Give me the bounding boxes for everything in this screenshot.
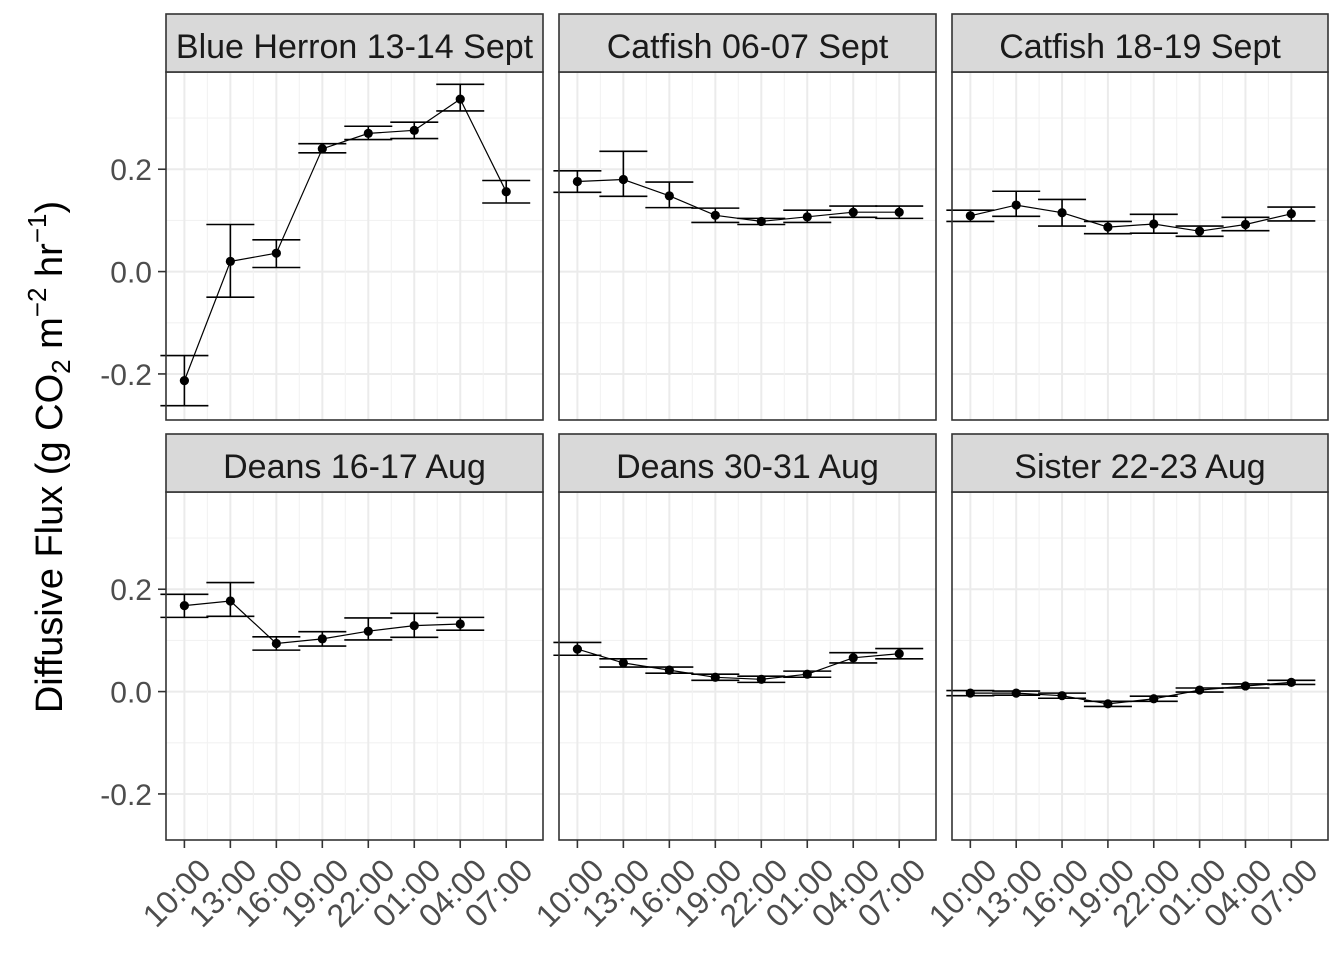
data-point: [455, 94, 465, 104]
y-tick-label: 0.0: [110, 677, 152, 710]
panel-background: [559, 72, 936, 420]
data-point: [1149, 219, 1159, 229]
data-point: [848, 207, 858, 217]
data-point: [317, 634, 327, 644]
data-point: [179, 375, 189, 386]
data-point: [1103, 699, 1113, 709]
data-point: [894, 207, 904, 217]
data-point: [271, 248, 281, 258]
panel-background: [952, 72, 1328, 420]
panel-background: [166, 492, 543, 840]
facet-strip-title: Catfish 06-07 Sept: [607, 28, 889, 66]
series-line: [970, 204, 1292, 232]
data-point: [618, 174, 628, 185]
y-tick-label: 0.0: [110, 257, 152, 290]
facet-strip-title: Deans 30-31 Aug: [616, 448, 879, 486]
facet-strip: [165, 13, 544, 73]
data-point: [1011, 200, 1021, 210]
y-axis-title: Diffusive Flux (g CO2 m−2 hr−1): [22, 201, 76, 713]
data-point: [179, 601, 189, 611]
data-point: [1240, 681, 1251, 691]
y-axis-title-post: ): [29, 201, 71, 214]
y-axis-title-sup2: −1: [22, 214, 52, 244]
panel-background: [952, 492, 1328, 840]
y-tick-label: -0.2: [100, 779, 152, 812]
data-point: [894, 649, 904, 659]
data-point: [1195, 685, 1205, 695]
y-axis-title-sub: 2: [46, 359, 76, 373]
data-point: [618, 658, 628, 668]
data-point: [756, 216, 766, 227]
data-point: [848, 653, 858, 663]
facet-strip-title: Deans 16-17 Aug: [223, 448, 486, 486]
data-point: [271, 638, 281, 649]
data-point: [664, 665, 674, 675]
data-point: [710, 210, 720, 220]
facet-strip: [558, 13, 937, 73]
panel-background: [166, 72, 543, 420]
y-axis-title-pre: Diffusive Flux (g CO: [29, 374, 71, 713]
data-point: [1011, 688, 1021, 698]
data-point: [409, 620, 419, 631]
y-tick-label: -0.2: [100, 359, 152, 392]
facet-strip-title: Blue Herron 13-14 Sept: [176, 28, 534, 66]
data-point: [664, 191, 674, 201]
data-point: [1057, 208, 1067, 218]
data-point: [1057, 691, 1067, 701]
data-point: [1240, 219, 1251, 230]
data-point: [317, 144, 327, 154]
facet-strip: [951, 13, 1329, 73]
data-point: [225, 596, 235, 606]
data-point: [409, 125, 419, 135]
data-point: [802, 669, 812, 679]
facet-strip-title: Catfish 18-19 Sept: [999, 28, 1281, 66]
data-point: [1103, 222, 1113, 232]
data-point: [710, 672, 720, 682]
facet-strip-title: Sister 22-23 Aug: [1014, 448, 1265, 486]
data-point: [225, 256, 235, 266]
series-line: [577, 648, 900, 680]
data-point: [572, 176, 582, 187]
y-axis-title-mid2: hr: [29, 243, 71, 288]
data-point: [965, 211, 975, 221]
series-line: [183, 98, 507, 381]
data-point: [756, 674, 766, 684]
data-point: [802, 212, 812, 222]
data-point: [1149, 694, 1159, 704]
y-tick-label: 0.2: [110, 154, 152, 187]
data-point: [572, 644, 582, 654]
panel-background: [559, 492, 936, 840]
facet-strip: [951, 433, 1329, 493]
data-point: [363, 128, 373, 139]
facet-strip: [165, 433, 544, 493]
y-axis-title-mid1: m: [29, 317, 71, 359]
data-point: [363, 626, 373, 636]
data-point: [1286, 677, 1296, 687]
data-point: [455, 619, 465, 629]
y-tick-label: 0.2: [110, 574, 152, 607]
y-axis-title-sup1: −2: [22, 288, 52, 318]
data-point: [1286, 209, 1296, 219]
data-point: [1195, 226, 1205, 236]
data-point: [501, 187, 511, 197]
facet-strip: [558, 433, 937, 493]
data-point: [965, 688, 975, 698]
